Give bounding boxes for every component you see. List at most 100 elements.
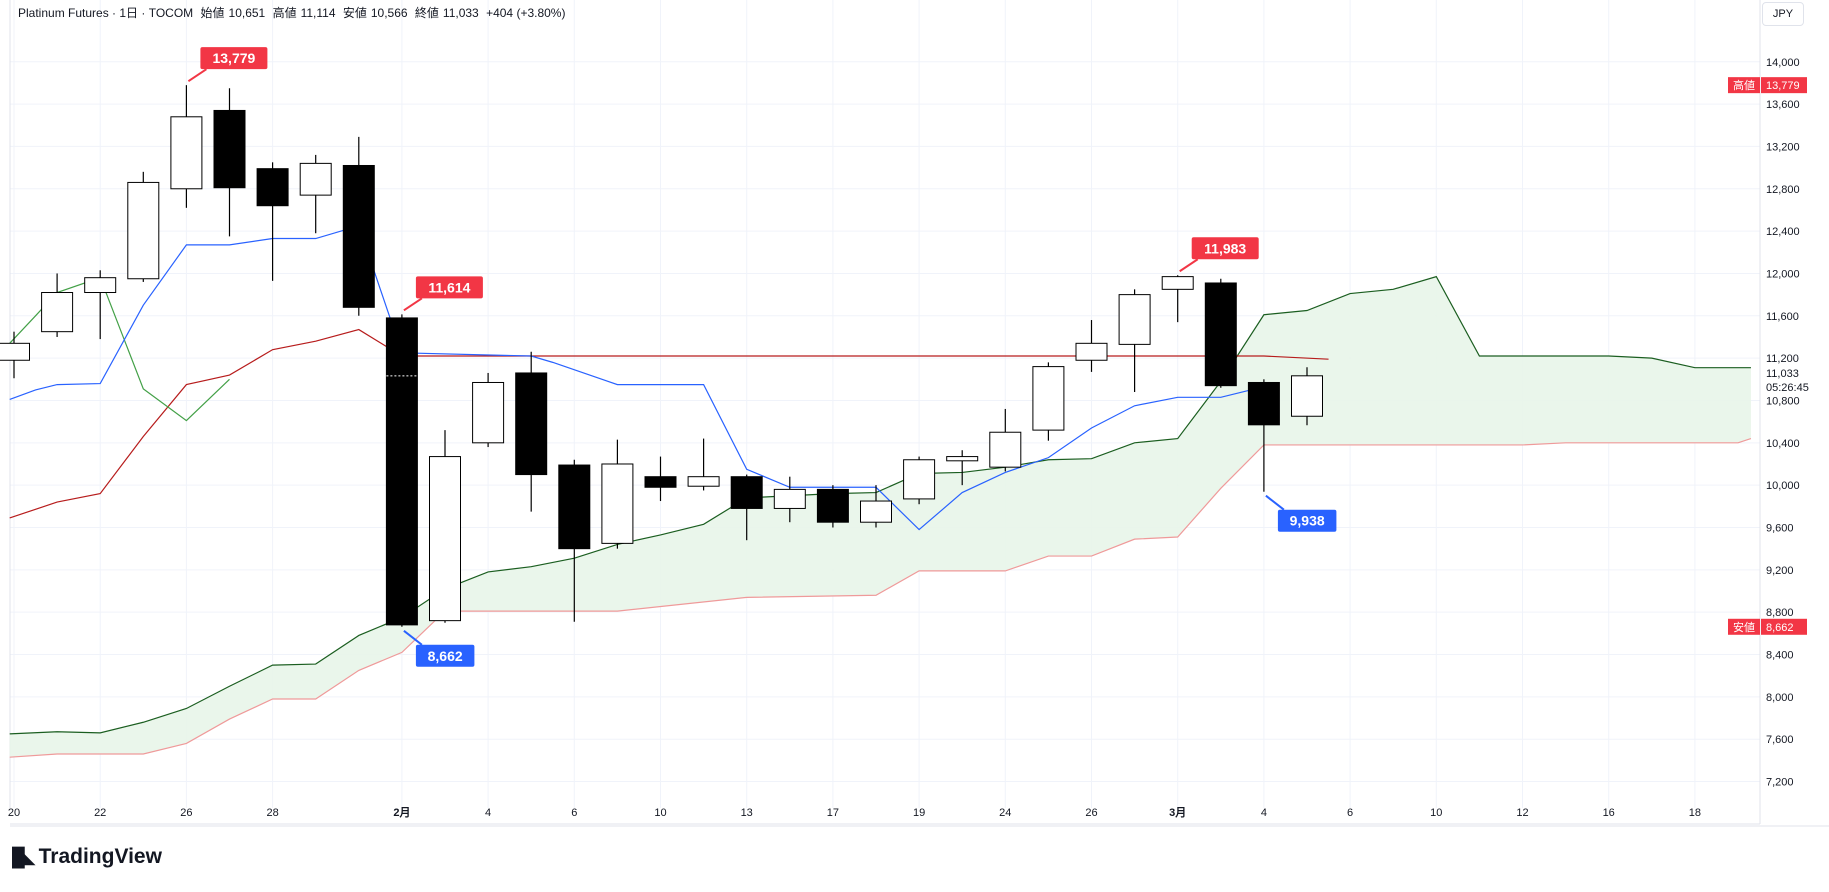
candle[interactable] xyxy=(946,450,979,486)
candle[interactable] xyxy=(687,438,720,491)
candle[interactable] xyxy=(1204,278,1237,388)
candle[interactable] xyxy=(1161,275,1194,323)
callout-pointer xyxy=(1265,494,1285,511)
candle[interactable] xyxy=(1291,367,1323,426)
symbol-legend: Platinum Futures · 1日 · TOCOM 始値 10,651 高… xyxy=(18,4,569,21)
candle[interactable] xyxy=(1118,289,1151,393)
candle[interactable] xyxy=(1075,320,1108,372)
time-tick-label: 4 xyxy=(1261,807,1267,819)
candle[interactable] xyxy=(601,439,634,549)
candle-body xyxy=(773,488,806,509)
grid xyxy=(10,0,1760,808)
candle-body xyxy=(558,464,591,550)
price-callout-high: 11,614 xyxy=(403,276,483,312)
candle[interactable] xyxy=(644,456,677,502)
time-axis: 20 22 26 28 2月 4 6 10 13 17 19 24 26 3月 4 6 10 12 16 18 xyxy=(8,806,1701,819)
tradingview-logo-icon: █◣ xyxy=(12,846,36,867)
axis-marker: 高値 13,779 xyxy=(1728,77,1807,94)
time-tick-label: 10 xyxy=(654,807,666,819)
candle[interactable] xyxy=(472,372,505,448)
candle-body xyxy=(84,277,117,294)
price-tick-label: 13,200 xyxy=(1766,141,1800,153)
candle-body xyxy=(687,476,720,487)
last-price-countdown: 05:26:45 xyxy=(1766,382,1809,394)
candle[interactable] xyxy=(989,408,1022,472)
time-tick-label: 26 xyxy=(180,807,192,819)
time-tick-label: 28 xyxy=(266,807,278,819)
candle[interactable] xyxy=(41,273,74,337)
axis-marker-tag-bg xyxy=(1728,77,1760,94)
candle[interactable] xyxy=(127,171,160,282)
candle[interactable] xyxy=(256,162,289,281)
time-tick-label: 22 xyxy=(94,807,106,819)
time-tick-label: 16 xyxy=(1603,807,1615,819)
callout-box xyxy=(415,276,483,299)
axis-marker-value: 13,779 xyxy=(1766,80,1800,92)
candle[interactable] xyxy=(816,485,849,528)
open-value: 10,651 xyxy=(228,6,266,20)
axis-marker-value: 8,662 xyxy=(1766,622,1794,634)
price-tick-label: 9,600 xyxy=(1766,522,1794,534)
candle[interactable] xyxy=(299,154,332,234)
callout-text: 11,614 xyxy=(428,279,470,295)
candle-body xyxy=(1161,276,1194,290)
price-tick-label: 11,200 xyxy=(1766,353,1799,365)
callout-text: 9,938 xyxy=(1290,513,1325,529)
time-tick-label: 19 xyxy=(913,807,925,819)
candle[interactable] xyxy=(1032,362,1065,441)
candle-body xyxy=(730,476,763,509)
price-tick-label: 8,400 xyxy=(1766,650,1794,662)
callout-pointer xyxy=(403,629,423,646)
candle[interactable] xyxy=(903,456,936,505)
candle-body xyxy=(1075,342,1108,361)
senkou-span-b-line xyxy=(9,438,1752,758)
time-tick-label: 2月 xyxy=(393,806,410,819)
candle-body xyxy=(0,342,30,361)
candle[interactable] xyxy=(558,459,591,622)
candle-body xyxy=(1118,294,1151,345)
candle[interactable] xyxy=(0,331,30,379)
time-tick-label: 20 xyxy=(8,807,20,819)
candle[interactable] xyxy=(773,476,806,523)
candle-body xyxy=(1291,375,1323,417)
candle[interactable] xyxy=(515,351,548,512)
time-tick-label: 17 xyxy=(827,807,839,819)
symbol-title[interactable]: Platinum Futures · 1日 · TOCOM xyxy=(18,6,194,20)
close-value: 11,033 xyxy=(442,6,479,20)
candle[interactable] xyxy=(342,136,375,316)
price-callout-high: 13,779 xyxy=(187,47,268,82)
candle[interactable] xyxy=(213,88,246,237)
time-tick-label: 24 xyxy=(999,807,1011,819)
candle[interactable] xyxy=(84,270,117,340)
candle[interactable] xyxy=(730,474,763,541)
candle-body xyxy=(989,431,1022,468)
high-value: 11,114 xyxy=(300,6,336,20)
candle[interactable] xyxy=(385,314,418,627)
price-tick-label: 7,200 xyxy=(1766,777,1794,789)
candle[interactable] xyxy=(860,485,892,528)
candle-body xyxy=(644,476,677,488)
price-tick-label: 7,600 xyxy=(1766,734,1794,746)
time-tick-label: 12 xyxy=(1516,807,1528,819)
candle[interactable] xyxy=(429,430,461,623)
price-tick-label: 11,600 xyxy=(1766,311,1799,323)
candle[interactable] xyxy=(1247,379,1280,492)
callout-text: 13,779 xyxy=(212,50,255,66)
last-price-bg xyxy=(1761,365,1811,396)
candle-body xyxy=(946,456,979,462)
callout-text: 8,662 xyxy=(428,648,463,664)
tradingview-logo[interactable]: █◣ TradingView xyxy=(12,845,162,869)
candle-body xyxy=(903,459,936,500)
currency-button[interactable]: JPY xyxy=(1762,2,1804,26)
time-tick-label: 4 xyxy=(485,807,491,819)
candle[interactable] xyxy=(170,85,203,208)
candle-body xyxy=(816,488,849,523)
price-tick-label: 13,600 xyxy=(1766,99,1800,111)
candle-body xyxy=(256,168,289,207)
callout-pointer xyxy=(403,297,423,312)
time-tick-label: 10 xyxy=(1430,807,1442,819)
price-tick-label: 12,400 xyxy=(1766,226,1800,238)
candle-body xyxy=(429,456,461,622)
